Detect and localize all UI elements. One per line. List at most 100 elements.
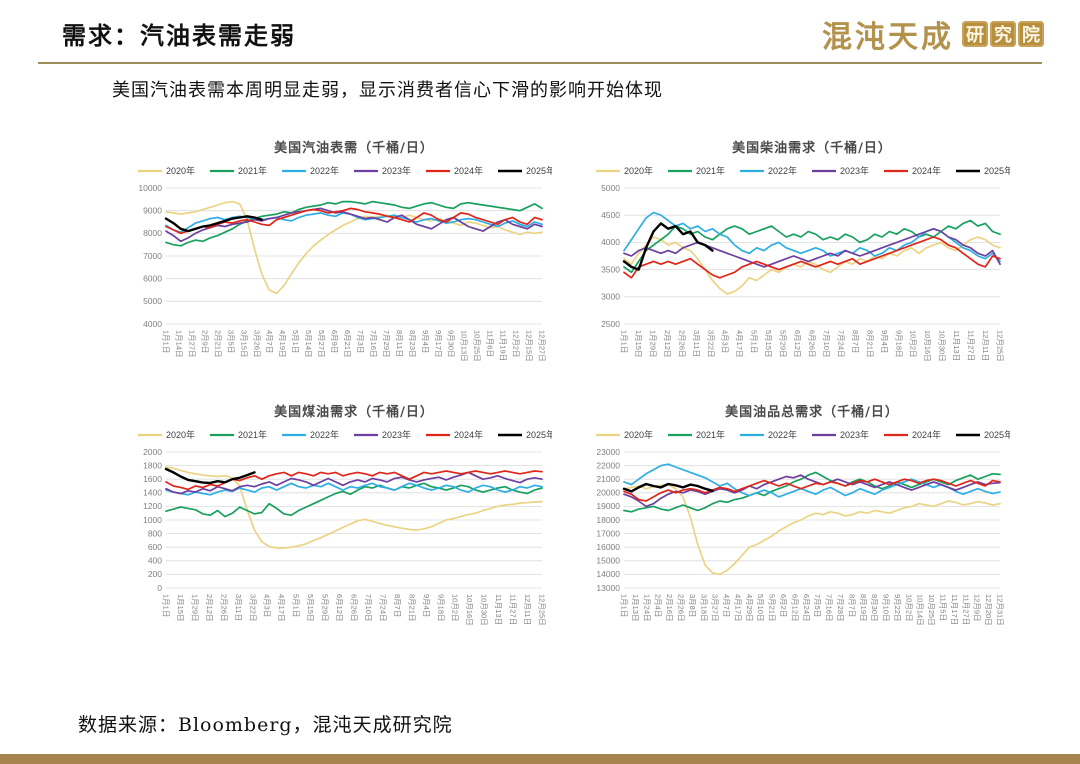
x-tick-label: 1月27日 bbox=[187, 330, 196, 358]
x-tick-label: 1月15日 bbox=[634, 330, 643, 358]
x-tick-label: 8月7日 bbox=[851, 330, 860, 353]
x-tick-label: 12月25日 bbox=[996, 330, 1005, 362]
series-2025-line bbox=[164, 467, 256, 485]
x-tick-label: 8月19日 bbox=[859, 594, 868, 622]
x-tick-label: 8月30日 bbox=[870, 594, 879, 622]
x-tick-label: 3月15日 bbox=[239, 330, 248, 358]
chart-us-gasoline-demand: 美国汽油表需（千桶/日） 2020年 2021年 2022年 2023年 2024年 202… bbox=[120, 136, 555, 402]
x-tick-label: 3月22日 bbox=[248, 594, 257, 622]
x-tick-label: 5月15日 bbox=[306, 594, 315, 622]
x-tick-label: 5月10日 bbox=[756, 594, 765, 622]
y-tick-label: 14000 bbox=[596, 569, 620, 579]
x-tick-label: 1月15日 bbox=[176, 594, 185, 622]
chart-canvas: 美国汽油表需（千桶/日） 2020年 2021年 2022年 2023年 2024年 202… bbox=[138, 140, 555, 362]
x-tick-label: 6月9日 bbox=[330, 330, 339, 353]
x-tick-label: 8月7日 bbox=[847, 594, 856, 617]
x-tick-label: 11月13日 bbox=[952, 330, 961, 361]
x-tick-label: 11月27日 bbox=[509, 594, 518, 625]
x-tick-label: 5月21日 bbox=[768, 594, 777, 622]
page-title: 需求：汽油表需走弱 bbox=[62, 21, 296, 50]
x-tick-label: 11月6日 bbox=[486, 330, 495, 357]
legend-label-2025: 2025年 bbox=[526, 165, 552, 176]
y-tick-label: 10000 bbox=[138, 183, 162, 193]
x-tick-label: 5月1日 bbox=[750, 330, 759, 353]
x-tick-label: 6月12日 bbox=[793, 330, 802, 358]
x-tick-label: 6月26日 bbox=[808, 330, 817, 358]
x-tick-label: 12月25日 bbox=[538, 594, 547, 626]
x-tick-label: 4月19日 bbox=[278, 330, 287, 358]
legend-label-2025: 2025年 bbox=[526, 429, 552, 440]
x-tick-label: 5月15日 bbox=[764, 330, 773, 358]
x-tick-label: 4月17日 bbox=[277, 594, 286, 622]
x-tick-label: 12月20日 bbox=[984, 594, 993, 626]
series-2022-line bbox=[165, 482, 543, 496]
series-2024-line bbox=[165, 207, 543, 235]
x-tick-label: 9月22日 bbox=[893, 594, 902, 622]
x-tick-label: 9月18日 bbox=[436, 594, 445, 622]
y-tick-label: 20000 bbox=[596, 488, 620, 498]
x-tick-label: 5月29日 bbox=[779, 330, 788, 358]
legend-label-2024: 2024年 bbox=[454, 429, 483, 440]
x-tick-label: 4月17日 bbox=[735, 330, 744, 358]
y-tick-label: 4000 bbox=[143, 319, 162, 329]
x-tick-label: 6月2日 bbox=[779, 594, 788, 617]
x-tick-label: 10月2日 bbox=[909, 330, 918, 358]
y-tick-label: 13000 bbox=[596, 583, 620, 593]
x-tick-label: 4月3日 bbox=[263, 594, 272, 617]
x-tick-label: 6月21日 bbox=[343, 330, 352, 358]
x-tick-label: 1月24日 bbox=[642, 594, 651, 622]
series-2020-line bbox=[165, 466, 543, 550]
x-tick-label: 4月7日 bbox=[722, 594, 731, 617]
x-tick-label: 4月3日 bbox=[721, 330, 730, 353]
series-2024-line bbox=[623, 236, 1001, 279]
series-2022-line bbox=[623, 463, 1001, 498]
x-tick-label: 1月29日 bbox=[190, 594, 199, 622]
x-tick-label: 9月30日 bbox=[447, 330, 456, 358]
series-2025-line bbox=[164, 215, 264, 233]
x-tick-label: 9月4日 bbox=[880, 330, 889, 353]
x-tick-label: 5月29日 bbox=[321, 594, 330, 622]
x-tick-label: 3月11日 bbox=[692, 330, 701, 357]
header-divider bbox=[38, 62, 1042, 64]
legend-label-2024: 2024年 bbox=[454, 165, 483, 176]
y-tick-label: 15000 bbox=[596, 556, 620, 566]
legend-label-2025: 2025年 bbox=[984, 429, 1010, 440]
x-tick-label: 6月12日 bbox=[335, 594, 344, 622]
y-tick-label: 0 bbox=[157, 583, 162, 593]
x-tick-label: 12月11日 bbox=[981, 330, 990, 361]
chart-us-diesel-demand: 美国柴油需求（千桶/日） 2020年 2021年 2022年 2023年 2024年 202… bbox=[578, 136, 1013, 402]
x-tick-label: 1月1日 bbox=[162, 330, 171, 353]
x-tick-label: 8月11日 bbox=[395, 330, 404, 357]
y-tick-label: 9000 bbox=[143, 205, 162, 215]
series-2023-line bbox=[623, 227, 1001, 268]
y-tick-label: 4000 bbox=[601, 237, 620, 247]
series-2021-line bbox=[623, 219, 1001, 274]
x-tick-label: 1月14日 bbox=[174, 330, 183, 358]
y-tick-label: 22000 bbox=[596, 460, 620, 470]
y-tick-label: 19000 bbox=[596, 501, 620, 511]
y-tick-label: 2000 bbox=[143, 447, 162, 457]
series-2021-line bbox=[165, 200, 543, 247]
legend-label-2021: 2021年 bbox=[238, 429, 267, 440]
x-tick-label: 6月24日 bbox=[802, 594, 811, 622]
legend-label-2022: 2022年 bbox=[310, 429, 339, 440]
x-tick-label: 7月3日 bbox=[356, 330, 365, 353]
series-2023-line bbox=[623, 474, 1001, 508]
x-tick-label: 11月17日 bbox=[950, 594, 959, 625]
x-tick-label: 10月14日 bbox=[916, 594, 925, 626]
x-tick-label: 5月1日 bbox=[292, 594, 301, 617]
x-tick-label: 12月15日 bbox=[525, 330, 534, 362]
x-tick-label: 12月11日 bbox=[523, 594, 532, 625]
legend-label-2022: 2022年 bbox=[310, 165, 339, 176]
x-tick-label: 12月9日 bbox=[973, 594, 982, 622]
x-tick-label: 8月21日 bbox=[407, 594, 416, 622]
x-tick-label: 9月17日 bbox=[434, 330, 443, 358]
x-tick-label: 7月10日 bbox=[822, 330, 831, 358]
x-tick-label: 10月16日 bbox=[923, 330, 932, 362]
legend-label-2020: 2020年 bbox=[166, 429, 195, 440]
x-tick-label: 11月13日 bbox=[494, 594, 503, 625]
legend-label-2024: 2024年 bbox=[912, 165, 941, 176]
x-tick-label: 7月28日 bbox=[836, 594, 845, 622]
x-tick-label: 7月5日 bbox=[813, 594, 822, 617]
y-tick-label: 3500 bbox=[601, 264, 620, 274]
